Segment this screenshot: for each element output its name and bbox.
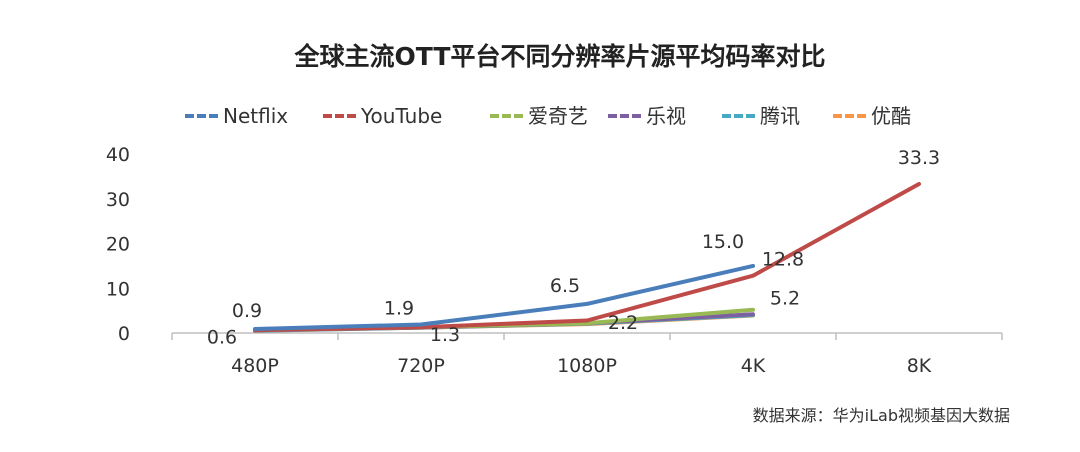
data-label: 12.8 (762, 249, 804, 271)
x-tick-label: 1080P (557, 355, 617, 377)
legend-item[interactable]: Netflix (185, 104, 288, 128)
legend-item[interactable]: 爱奇艺 (490, 104, 588, 128)
legend: Netflix YouTube 爱奇艺 乐视 腾讯 优酷 (185, 104, 911, 128)
legend-item[interactable]: 腾讯 (722, 104, 800, 128)
y-tick-label: 10 (106, 278, 130, 300)
x-tick-label: 8K (907, 355, 932, 377)
series-line (253, 263, 755, 331)
data-label: 6.5 (550, 275, 580, 297)
chart-title: 全球主流OTT平台不同分辨率片源平均码率对比 (294, 42, 826, 71)
data-label: 33.3 (898, 147, 940, 169)
data-label: 1.9 (384, 297, 414, 319)
source-note: 数据来源：华为iLab视频基因大数据 (753, 406, 1010, 425)
series-group (253, 182, 921, 333)
data-label: 0.6 (207, 326, 237, 348)
legend-label: YouTube (360, 104, 442, 128)
y-tick-label: 40 (106, 144, 130, 166)
legend-item[interactable]: 乐视 (608, 104, 686, 128)
data-label: 15.0 (702, 231, 744, 253)
data-label: 0.9 (232, 300, 262, 322)
legend-label: 爱奇艺 (528, 104, 588, 128)
x-tick-label: 4K (741, 355, 766, 377)
legend-label: 腾讯 (760, 104, 800, 128)
legend-label: 优酷 (871, 104, 911, 128)
y-axis: 0 10 20 30 40 (106, 144, 130, 345)
x-axis: 480P 720P 1080P 4K 8K (171, 332, 1003, 377)
data-label: 5.2 (770, 288, 800, 310)
legend-label: Netflix (223, 104, 288, 128)
y-tick-label: 30 (106, 189, 130, 211)
data-label: 1.3 (430, 324, 460, 346)
x-tick-label: 480P (231, 355, 279, 377)
data-labels: 0.9 1.9 6.5 15.0 0.6 1.3 12.8 33.3 2.2 5.2 (207, 147, 940, 348)
y-tick-label: 20 (106, 234, 130, 256)
legend-label: 乐视 (646, 104, 686, 128)
legend-item[interactable]: YouTube (323, 104, 442, 128)
y-tick-label: 0 (118, 323, 130, 345)
legend-item[interactable]: 优酷 (833, 104, 911, 128)
series-line (253, 182, 921, 333)
data-label: 2.2 (608, 312, 638, 334)
x-tick-label: 720P (397, 355, 445, 377)
